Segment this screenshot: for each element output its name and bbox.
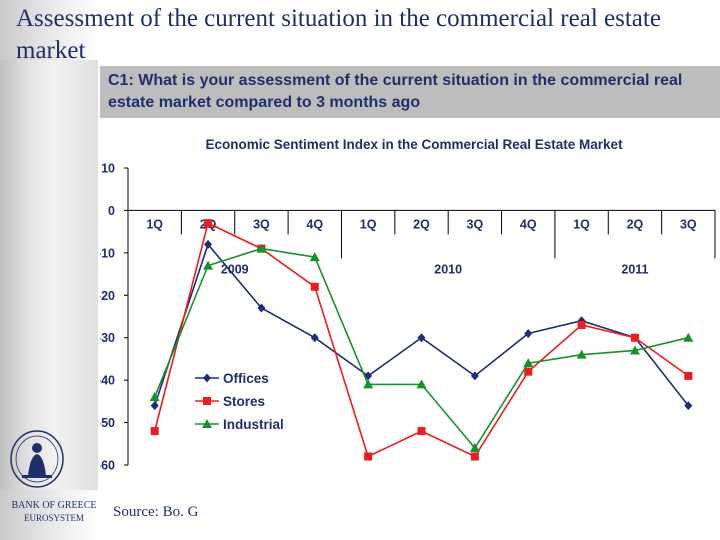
x-quarter-label: 1Q xyxy=(573,217,590,231)
data-point-square xyxy=(310,282,319,291)
x-axis-quarter-labels: 1Q2Q3Q4Q1Q2Q3Q4Q1Q2Q3Q xyxy=(146,217,697,231)
data-point-triangle xyxy=(469,443,480,453)
data-point-diamond xyxy=(204,239,213,249)
data-point-diamond xyxy=(203,373,211,383)
data-point-diamond xyxy=(417,333,426,343)
question-text: C1: What is your assessment of the curre… xyxy=(108,72,683,111)
category-grid xyxy=(127,209,716,259)
data-point-square xyxy=(203,397,211,405)
data-point-triangle xyxy=(629,345,640,355)
y-tick-label: 10 xyxy=(101,162,115,176)
x-quarter-label: 1Q xyxy=(146,217,163,231)
y-tick-label: -30 xyxy=(100,331,115,345)
legend-label: Industrial xyxy=(223,417,284,432)
legend-label: Offices xyxy=(223,371,269,386)
data-point-diamond xyxy=(470,371,479,381)
data-point-square xyxy=(417,427,426,436)
y-tick-label: -40 xyxy=(100,374,115,388)
data-point-diamond xyxy=(684,401,693,411)
y-tick-label: -10 xyxy=(100,246,115,260)
slide-title: Assessment of the current situation in t… xyxy=(16,5,661,64)
data-point-square xyxy=(684,371,693,380)
data-point-square xyxy=(524,367,533,376)
y-axis-tick-labels: 10 0 -10 -20 -30 -40 -50 -60 xyxy=(100,162,128,473)
x-year-label: 2009 xyxy=(221,262,249,276)
bank-name: BANK OF GREECE xyxy=(11,500,97,511)
y-tick-label: 0 xyxy=(108,204,115,218)
legend-label: Stores xyxy=(223,394,265,409)
data-point-triangle xyxy=(202,419,212,428)
series-lines xyxy=(149,219,694,461)
data-point-square xyxy=(364,452,373,461)
x-quarter-label: 3Q xyxy=(467,217,484,231)
data-point-triangle xyxy=(309,252,320,262)
data-point-triangle xyxy=(416,379,427,389)
x-quarter-label: 2Q xyxy=(413,217,430,231)
data-point-square xyxy=(150,427,159,436)
line-chart: Economic Sentiment Index in the Commerci… xyxy=(100,137,716,473)
x-quarter-label: 1Q xyxy=(360,217,377,231)
data-point-diamond xyxy=(310,333,319,343)
x-year-label: 2010 xyxy=(434,262,462,276)
data-point-square xyxy=(204,219,213,228)
data-point-triangle xyxy=(256,243,267,253)
data-point-square xyxy=(630,333,639,342)
data-point-triangle xyxy=(363,379,374,389)
source-note: Source: Bo. G xyxy=(113,504,199,520)
chart-legend: Offices Stores Industrial xyxy=(195,371,284,432)
data-point-diamond xyxy=(257,303,266,313)
data-point-diamond xyxy=(150,401,159,411)
x-axis-year-labels: 2009 2010 2011 xyxy=(221,262,649,276)
x-quarter-label: 4Q xyxy=(520,217,537,231)
chart-area: Economic Sentiment Index in the Commerci… xyxy=(100,118,720,490)
y-tick-label: -50 xyxy=(100,416,115,430)
question-band: C1: What is your assessment of the curre… xyxy=(100,66,720,118)
x-quarter-label: 2Q xyxy=(627,217,644,231)
x-quarter-label: 3Q xyxy=(680,217,697,231)
data-point-triangle xyxy=(203,260,214,270)
data-point-diamond xyxy=(524,328,533,338)
data-point-triangle xyxy=(523,358,534,368)
data-point-triangle xyxy=(576,349,587,359)
data-point-triangle xyxy=(149,392,160,402)
data-point-square xyxy=(577,320,586,329)
y-tick-label: -20 xyxy=(100,289,115,303)
x-year-label: 2011 xyxy=(621,262,648,276)
bank-subtitle: EUROSYSTEM xyxy=(23,513,84,523)
data-point-square xyxy=(470,452,479,461)
x-quarter-label: 3Q xyxy=(253,217,270,231)
data-point-triangle xyxy=(683,332,694,342)
y-tick-label: -60 xyxy=(100,459,115,473)
bank-of-greece-seal-icon xyxy=(10,430,64,488)
x-quarter-label: 4Q xyxy=(306,217,323,231)
column-pillar-graphic xyxy=(0,60,98,490)
chart-title: Economic Sentiment Index in the Commerci… xyxy=(205,137,623,152)
